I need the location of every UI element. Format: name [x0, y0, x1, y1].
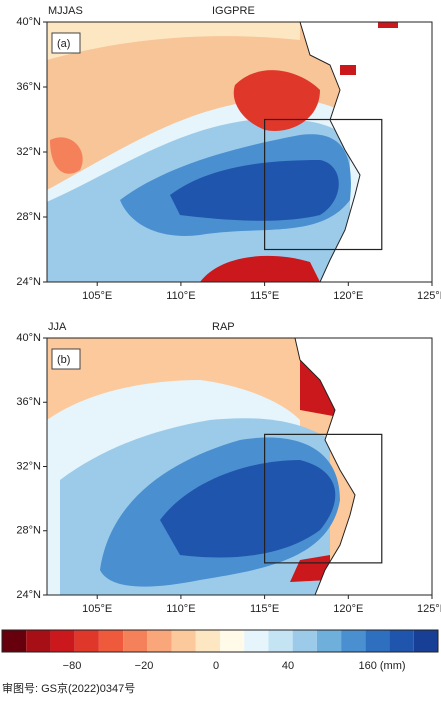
season: MJJAS — [48, 5, 83, 17]
colorbar-label: 160 (mm) — [358, 660, 405, 672]
lon-tick-label: 125°E — [417, 290, 441, 302]
lat-tick-label: 40°N — [16, 16, 41, 28]
colorbar-frame — [1, 629, 439, 653]
dataset: IGGPRE — [212, 5, 255, 17]
footer: 审图号: GS京(2022)0347号 — [2, 681, 135, 695]
colorbar-cell — [123, 630, 148, 652]
colorbar-cell — [389, 630, 414, 652]
lon-tick-label: 110°E — [166, 290, 195, 302]
colorbar-cell — [195, 630, 220, 652]
lon-tick-label: 110°E — [166, 603, 195, 615]
colorbar-cell — [341, 630, 366, 652]
map-b — [47, 338, 432, 595]
colorbar-cell — [413, 630, 438, 652]
lon-tick-label: 105°E — [82, 603, 112, 615]
colorbar-cell — [316, 630, 342, 652]
lat-tick-label: 36°N — [16, 396, 41, 408]
box — [264, 118, 383, 251]
colorbar-label: 0 — [213, 660, 219, 672]
colorbar-cell — [147, 630, 172, 652]
box — [264, 433, 383, 564]
colorbar-cell — [26, 630, 51, 652]
lat-tick-label: 28°N — [16, 525, 41, 537]
labels: MJJAS IGGPRE (a) JJA RAP (b) −80 −20 0 4… — [2, 5, 406, 695]
colorbar-cell — [74, 630, 99, 652]
lat-tick-label: 24°N — [16, 276, 41, 288]
lat-tick-label: 32°N — [16, 460, 41, 472]
label-box — [51, 348, 81, 370]
colorbar-label: −20 — [135, 660, 154, 672]
lon-tick-label: 125°E — [417, 603, 441, 615]
colorbar-label: 40 — [282, 660, 294, 672]
colorbar-cell — [50, 630, 75, 652]
lat-tick-label: 32°N — [16, 146, 41, 158]
lat-tick-label: 40°N — [16, 332, 41, 344]
colorbar-cell — [171, 630, 196, 652]
colorbar-cell — [365, 630, 390, 652]
map-a — [47, 22, 432, 282]
panel-label: (a) — [57, 38, 70, 50]
colorbar-cell — [244, 630, 269, 652]
season: JJA — [48, 321, 67, 333]
colorbar-cell — [98, 630, 124, 652]
colorbar-label: −80 — [63, 660, 82, 672]
colorbar-cell — [268, 630, 293, 652]
lon-tick-label: 105°E — [82, 290, 112, 302]
lat-tick-label: 36°N — [16, 81, 41, 93]
lon-tick-label: 115°E — [250, 290, 279, 302]
panel-label: (b) — [57, 354, 70, 366]
lon-tick-label: 115°E — [250, 603, 279, 615]
colorbar-cell — [220, 630, 245, 652]
lon-tick-label: 120°E — [333, 290, 363, 302]
colorbar-cell — [2, 630, 27, 652]
lat-tick-label: 28°N — [16, 211, 41, 223]
lat-tick-label: 24°N — [16, 589, 41, 601]
colorbar-cell — [292, 630, 317, 652]
lon-tick-label: 120°E — [333, 603, 363, 615]
label-box — [51, 32, 81, 54]
dataset: RAP — [212, 321, 235, 333]
